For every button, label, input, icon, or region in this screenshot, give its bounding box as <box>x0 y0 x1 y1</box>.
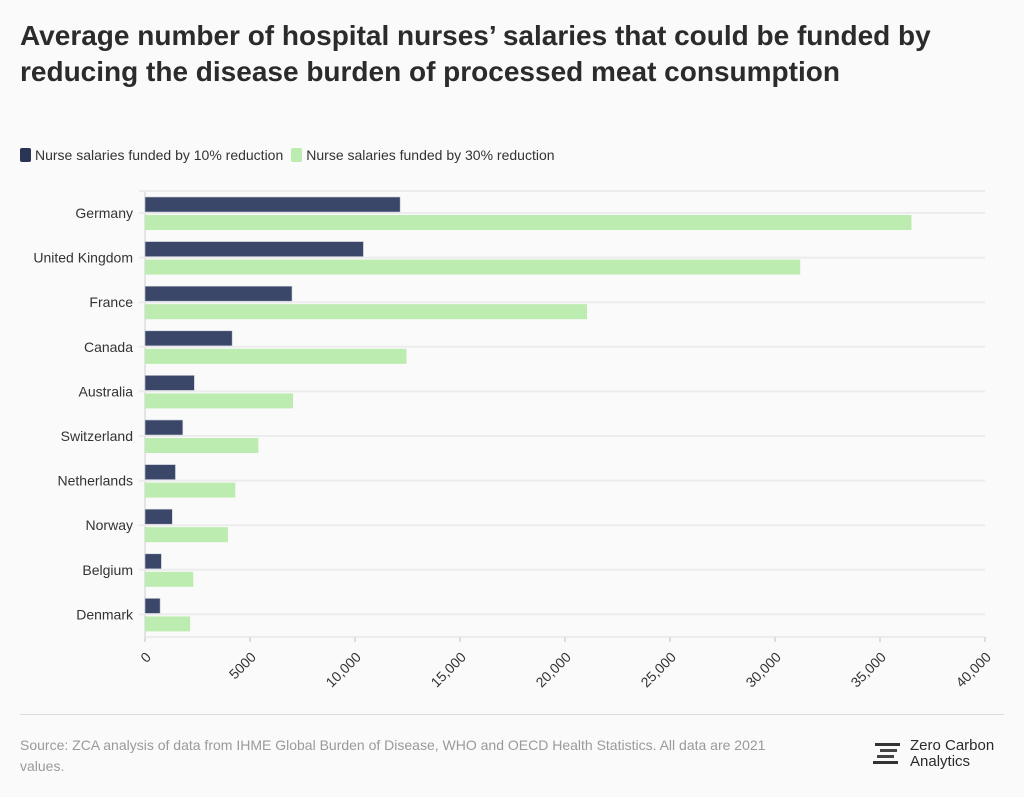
x-tick-label: 10,000 <box>322 649 364 691</box>
category-label: United Kingdom <box>33 250 133 266</box>
bar-30pct <box>145 215 912 230</box>
x-tick-label: 40,000 <box>952 649 994 691</box>
category-label: Germany <box>75 205 133 221</box>
x-tick-label: 30,000 <box>742 649 784 691</box>
bar-10pct <box>144 196 401 213</box>
bar-10pct <box>144 285 293 302</box>
bar-30pct <box>145 616 191 632</box>
x-tick-label: 20,000 <box>532 649 574 691</box>
category-label: Norway <box>86 517 133 533</box>
bar-chart: Germany United Kingdom France Canada Austral… <box>33 190 994 691</box>
category-label: Belgium <box>82 562 133 578</box>
category-label: Australia <box>79 383 134 399</box>
legend-label-10: Nurse salaries funded by 10% reduction <box>35 147 284 163</box>
bar-10pct <box>144 241 364 257</box>
zca-logo-icon <box>873 743 900 764</box>
bar-10pct <box>144 419 184 436</box>
zca-logo: Zero Carbon Analytics <box>872 738 994 770</box>
bar-30pct <box>145 393 294 409</box>
category-label: France <box>89 294 133 310</box>
legend-item-30: Nurse salaries funded by 30% reduction <box>291 147 555 163</box>
legend-item-10: Nurse salaries funded by 10% reduction <box>20 147 283 163</box>
x-tick-label: 35,000 <box>847 649 889 691</box>
divider <box>20 714 1004 715</box>
bar-30pct <box>145 571 194 587</box>
bar-10pct <box>144 508 173 525</box>
x-tick-label: 25,000 <box>637 649 679 691</box>
legend-swatch-30 <box>291 148 303 162</box>
legend-label-30: Nurse salaries funded by 30% reduction <box>306 147 555 163</box>
bar-30pct <box>145 482 236 498</box>
logo-line-2: Analytics <box>910 753 971 770</box>
bar-30pct <box>145 438 259 453</box>
x-tick-label: 5000 <box>226 649 259 682</box>
bar-10pct <box>144 464 176 480</box>
bar-10pct <box>144 598 161 614</box>
legend: Nurse salaries funded by 10% reduction N… <box>20 147 555 163</box>
bar-30pct <box>145 259 801 275</box>
bar-30pct <box>145 348 407 364</box>
bar-10pct <box>144 375 195 391</box>
category-label: Netherlands <box>58 473 134 489</box>
x-tick-label: 0 <box>137 649 154 666</box>
bar-10pct <box>144 553 162 570</box>
category-label: Switzerland <box>61 428 133 444</box>
bar-30pct <box>145 304 588 320</box>
legend-swatch-10 <box>20 148 31 162</box>
category-label: Canada <box>84 339 133 355</box>
source-note: Source: ZCA analysis of data from IHME G… <box>20 737 766 774</box>
bar-30pct <box>145 527 228 543</box>
chart-title: Average number of hospital nurses’ salar… <box>20 20 931 87</box>
bar-10pct <box>144 330 233 347</box>
logo-line-1: Zero Carbon <box>910 737 995 754</box>
x-tick-label: 15,000 <box>427 649 469 691</box>
category-label: Denmark <box>76 606 134 622</box>
